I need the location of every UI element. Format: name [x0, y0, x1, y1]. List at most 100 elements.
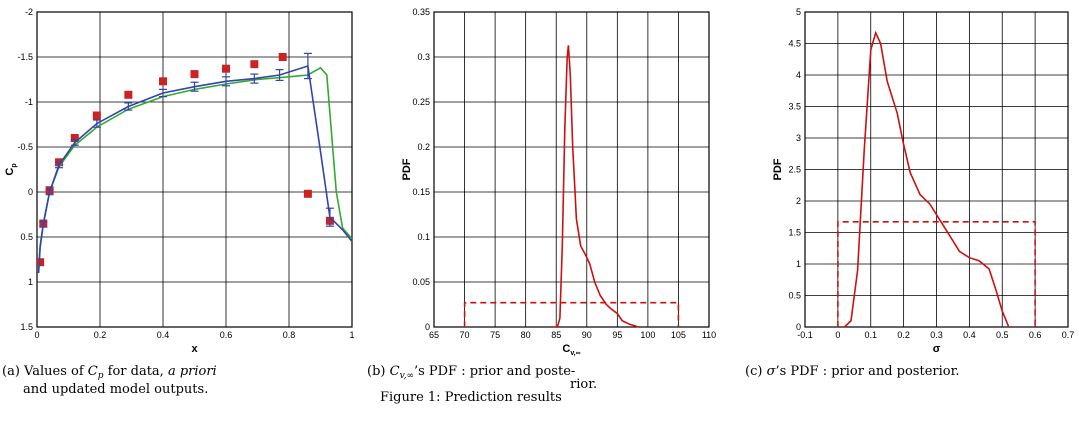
y-tick-label: 3.5: [788, 102, 801, 112]
caption-fragment: rior.: [570, 377, 597, 392]
y-axis-label: PDF: [772, 158, 784, 180]
y-tick-label: 1: [28, 277, 33, 287]
data-marker: [278, 53, 287, 61]
x-axis-label-main: C: [562, 343, 570, 355]
series-line: [553, 45, 639, 328]
x-tick-label: 0: [835, 330, 840, 340]
caption-b-line1: (b) Cv,∞’s PDF : prior and poste-: [367, 364, 575, 381]
data-marker: [303, 189, 312, 198]
y-tick-label: 1: [796, 259, 801, 269]
data-marker: [36, 258, 45, 267]
x-tick-label: 0.2: [897, 330, 910, 340]
data-marker: [250, 60, 259, 69]
plot-frame: [36, 11, 353, 328]
x-tick-label: 85: [551, 330, 561, 340]
caption-b-line2: rior.: [570, 377, 597, 392]
y-tick-label: 5: [796, 7, 801, 17]
caption-fragment: and updated model outputs.: [23, 382, 208, 397]
caption-c: (c) σ’s PDF : prior and posterior.: [745, 364, 960, 379]
x-tick-label: 0.8: [283, 330, 296, 340]
y-axis-label-main: PDF: [772, 158, 784, 180]
data-marker: [92, 111, 101, 120]
x-tick-label: -0.1: [797, 330, 813, 340]
data-marker: [124, 90, 133, 99]
x-tick-label: 0.4: [157, 330, 170, 340]
y-tick-label: 0.3: [417, 52, 430, 62]
x-axis-label: Cv,∞: [562, 343, 580, 357]
data-marker: [159, 77, 167, 86]
x-tick-label: 80: [521, 330, 531, 340]
caption-a-line1: (a) Values of Cp for data, a priori: [2, 364, 217, 381]
x-tick-label: 95: [612, 330, 622, 340]
x-tick-label: 65: [429, 330, 439, 340]
x-axis-label-main: σ: [933, 343, 941, 355]
x-axis-label-main: x: [191, 343, 198, 355]
y-axis-label-main: PDF: [401, 158, 413, 180]
caption-fragment: C: [88, 364, 98, 379]
y-tick-label: -0.5: [17, 142, 33, 152]
x-tick-label: 0.6: [1029, 330, 1042, 340]
x-tick-label: 75: [490, 330, 500, 340]
y-tick-label: 0.5: [788, 291, 801, 301]
y-axis-label: Cp: [4, 163, 18, 175]
caption-fragment: C: [390, 364, 400, 379]
x-axis-label: x: [191, 343, 198, 355]
caption-fragment: ’s PDF : prior and posterior.: [775, 364, 959, 379]
x-axis-label-subscript: v,∞: [570, 350, 580, 357]
series-line: [843, 30, 1010, 328]
y-tick-label: 2: [796, 196, 801, 206]
y-tick-label: 0.2: [417, 142, 430, 152]
data-marker: [190, 70, 199, 79]
x-tick-label: 110: [702, 330, 716, 340]
x-axis-label: σ: [933, 343, 941, 355]
prior-pdf-line: [463, 301, 680, 327]
y-tick-label: 0: [28, 187, 33, 197]
y-tick-label: 0: [425, 322, 430, 332]
y-tick-label: 3: [796, 133, 801, 143]
y-axis-label-subscript: p: [11, 163, 18, 167]
y-tick-label: 2.5: [788, 165, 801, 175]
x-tick-label: 1: [349, 330, 354, 340]
chart-panel-c: -0.1 0 0.1 0.2 0.3 0.4 0.5 0.6 0.700.511.522.533…: [772, 7, 1074, 355]
y-tick-label: 0: [796, 322, 801, 332]
caption-fragment: (c): [745, 364, 767, 379]
y-tick-label: -1: [25, 97, 33, 107]
x-tick-label: 0: [34, 330, 39, 340]
caption-fragment: Figure 1: Prediction results: [380, 390, 562, 405]
data-marker: [70, 134, 79, 142]
y-tick-label: 4: [796, 70, 801, 80]
x-tick-label: 0.4: [963, 330, 976, 340]
caption-fragment: p: [98, 371, 104, 381]
x-tick-label: 100: [640, 330, 655, 340]
y-tick-label: 0.5: [20, 232, 33, 242]
y-tick-label: 0.05: [412, 277, 430, 287]
prior-pdf-line: [837, 221, 1036, 327]
x-tick-label: 0.7: [1062, 330, 1075, 340]
x-tick-label: 90: [582, 330, 592, 340]
y-tick-label: 0.15: [412, 187, 430, 197]
figure-footer: Figure 1: Prediction results: [380, 390, 562, 405]
y-tick-label: 0.1: [417, 232, 430, 242]
caption-fragment: v,∞: [400, 371, 414, 381]
chart-panel-a: 0 0.2 0.4 0.6 0.8 1 -2 -1.5 -1 -0.5 0 0.5 1 1.5 x Cp: [4, 7, 355, 355]
y-axis-label-main: C: [4, 168, 16, 176]
caption-a-line2: and updated model outputs.: [23, 382, 208, 397]
caption-fragment: σ: [767, 364, 777, 379]
y-tick-label: -1.5: [17, 52, 33, 62]
y-tick-label: -2: [25, 7, 33, 17]
x-tick-label: 0.1: [864, 330, 877, 340]
caption-fragment: for data,: [104, 364, 168, 379]
y-tick-label: 4.5: [788, 39, 801, 49]
x-tick-label: 70: [460, 330, 470, 340]
series-line: [37, 66, 353, 269]
y-tick-label: 0.25: [412, 97, 430, 107]
series-line: [37, 64, 353, 274]
y-tick-label: 0.35: [412, 7, 430, 17]
x-tick-label: 0.2: [94, 330, 107, 340]
x-tick-label: 0.6: [220, 330, 233, 340]
y-tick-label: 1.5: [20, 322, 33, 332]
chart-panel-b: 65 70 75 80 85 90 95 100 105 110 0 0.05 0.1 0.15 0.2 0.…: [401, 7, 716, 357]
caption-fragment: (b): [367, 364, 390, 379]
